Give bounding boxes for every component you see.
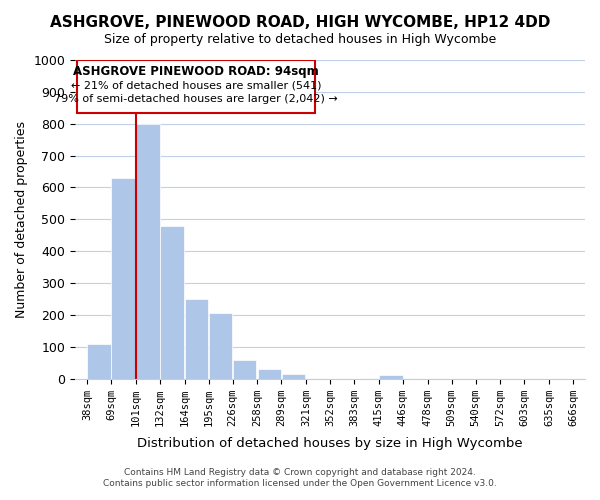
Bar	[233, 360, 256, 378]
Y-axis label: Number of detached properties: Number of detached properties	[15, 121, 28, 318]
Text: ASHGROVE, PINEWOOD ROAD, HIGH WYCOMBE, HP12 4DD: ASHGROVE, PINEWOOD ROAD, HIGH WYCOMBE, H…	[50, 15, 550, 30]
X-axis label: Distribution of detached houses by size in High Wycombe: Distribution of detached houses by size …	[137, 437, 523, 450]
Text: ASHGROVE PINEWOOD ROAD: 94sqm: ASHGROVE PINEWOOD ROAD: 94sqm	[73, 64, 319, 78]
Bar	[209, 314, 232, 378]
FancyBboxPatch shape	[77, 60, 315, 112]
Bar	[136, 124, 160, 378]
Bar	[112, 178, 135, 378]
Bar	[185, 299, 208, 378]
Bar	[281, 374, 305, 378]
Text: Size of property relative to detached houses in High Wycombe: Size of property relative to detached ho…	[104, 32, 496, 46]
Text: ← 21% of detached houses are smaller (541): ← 21% of detached houses are smaller (54…	[71, 80, 321, 90]
Text: Contains HM Land Registry data © Crown copyright and database right 2024.
Contai: Contains HM Land Registry data © Crown c…	[103, 468, 497, 487]
Text: 79% of semi-detached houses are larger (2,042) →: 79% of semi-detached houses are larger (…	[54, 94, 338, 104]
Bar	[379, 376, 403, 378]
Bar	[88, 344, 111, 378]
Bar	[160, 226, 184, 378]
Bar	[257, 369, 281, 378]
